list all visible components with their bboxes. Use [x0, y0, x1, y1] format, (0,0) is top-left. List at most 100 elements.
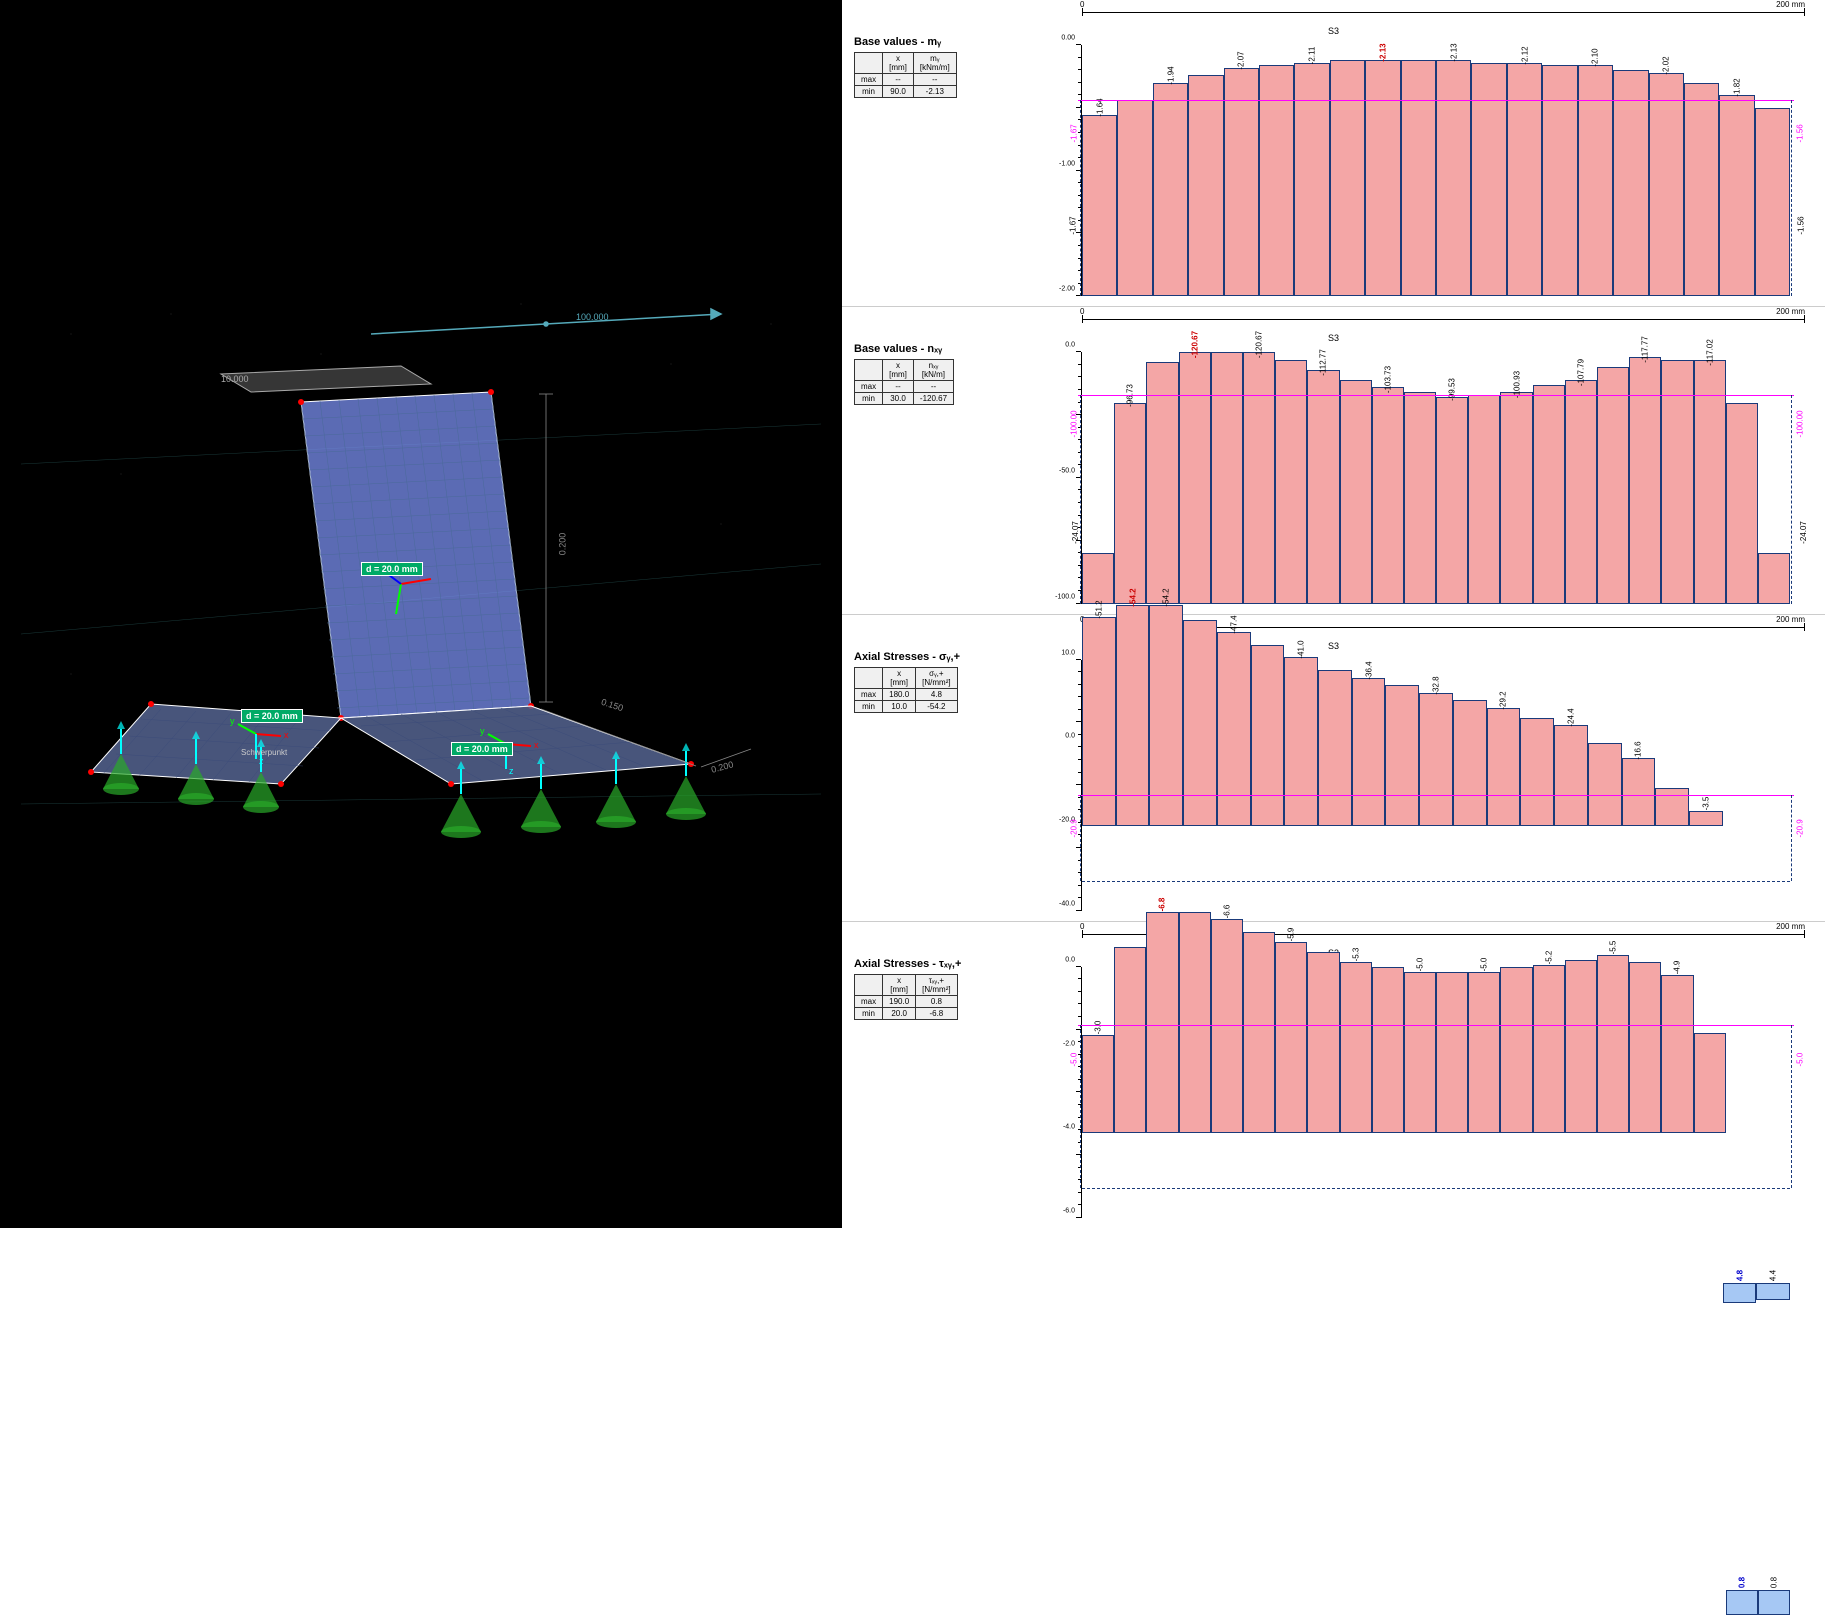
bar: 4.4	[1756, 1283, 1790, 1301]
min-max-table: x[mm]σᵧ,+[N/mm²]max180.04.8min10.0-54.2	[854, 667, 958, 713]
thickness-label-2: d = 20.0 mm	[241, 709, 303, 723]
svg-text:y: y	[480, 726, 485, 736]
bar	[1684, 83, 1719, 297]
bar	[1318, 670, 1352, 826]
bar: -2.13	[1436, 60, 1471, 296]
bar-label: 4.8	[1735, 1269, 1744, 1280]
bar: -32.8	[1419, 693, 1453, 826]
bar-label: -3.0	[1094, 1021, 1103, 1035]
bar: -54.2	[1116, 605, 1150, 826]
bar-label: -120.67	[1255, 331, 1264, 358]
bar: -1.94	[1153, 83, 1188, 297]
thickness-label-1: d = 20.0 mm	[361, 562, 423, 576]
bar: -107.79	[1565, 380, 1597, 604]
min-max-table: x[mm]τₓᵧ,+[N/mm²]max190.00.8min20.0-6.8	[854, 974, 958, 1020]
center-label: Schwerpunkt	[241, 748, 287, 757]
bar-label: -1.82	[1733, 79, 1742, 97]
svg-text:x: x	[534, 740, 539, 750]
bar	[1661, 360, 1693, 604]
bar: -54.2	[1149, 605, 1183, 826]
scale-ruler: 0 200 mm	[1082, 0, 1805, 25]
bar-label: -54.2	[1162, 588, 1171, 606]
bar: -6.6	[1211, 919, 1243, 1133]
bar	[1629, 962, 1661, 1133]
y-axis: 0.00-1.00-2.00	[1054, 45, 1082, 296]
bar-label: -51.2	[1094, 601, 1103, 619]
chart-section-1: 0 200 mmS3Base values - nₓᵧx[mm]nₓᵧ[kN/m…	[842, 307, 1825, 614]
bar	[1340, 380, 1372, 604]
bar-label: -5.3	[1351, 948, 1360, 962]
bar-label: -1.94	[1166, 66, 1175, 84]
bar	[1404, 392, 1436, 603]
bar	[1251, 645, 1285, 826]
bar	[1500, 967, 1532, 1133]
charts-panel: 0 200 mmS3Base values - mᵧx[mm]mᵧ[kNm/m]…	[842, 0, 1825, 1228]
bar	[1114, 947, 1146, 1133]
bar: -36.4	[1352, 678, 1386, 826]
bar-label: -5.0	[1415, 958, 1424, 972]
scale-ruler: 0 200 mm	[1082, 307, 1805, 332]
chart-area: 0.00-1.00-2.00-1.64-1.94-2.07-2.11-2.13-…	[1082, 45, 1790, 296]
bar-label: -107.79	[1576, 359, 1585, 386]
bar	[1755, 108, 1790, 296]
viewport-3d[interactable]: x y z x y z d = 20.0 mm d = 20.0 mm d = …	[21, 274, 821, 954]
bar: -41.0	[1284, 657, 1318, 825]
bar	[1146, 362, 1178, 603]
bar-label: -32.8	[1432, 676, 1441, 694]
bar-label: -2.10	[1591, 48, 1600, 66]
bar-label: 0.8	[1770, 1577, 1779, 1588]
bar	[1694, 1033, 1726, 1134]
bars: -51.2-54.2-54.2-47.4-41.0-36.4-32.8-29.2…	[1082, 660, 1790, 911]
bar-label: 4.4	[1769, 1269, 1778, 1280]
bar: -5.9	[1275, 942, 1307, 1133]
chart-section-2: 0 200 mmS3Axial Stresses - σᵧ,+x[mm]σᵧ,+…	[842, 615, 1825, 922]
bar: -2.11	[1294, 63, 1329, 297]
chart-section-3: 0 200 mmS3Axial Stresses - τₓᵧ,+x[mm]τₓᵧ…	[842, 922, 1825, 1228]
bar: -117.02	[1694, 360, 1726, 604]
svg-text:x: x	[284, 730, 289, 740]
bar	[1179, 912, 1211, 1133]
chart-area: 10.00.0-20.0-40.0-51.2-54.2-54.2-47.4-41…	[1082, 660, 1790, 911]
y-axis: 10.00.0-20.0-40.0	[1054, 660, 1082, 911]
bar: -1.82	[1719, 95, 1754, 296]
bar-label: 0.8	[1737, 1577, 1746, 1588]
section-label: S3	[1328, 641, 1339, 651]
bar: -2.13	[1365, 60, 1400, 296]
bar	[1436, 972, 1468, 1133]
bar-label: -47.4	[1229, 616, 1238, 634]
bar-label: -117.77	[1641, 337, 1650, 364]
bar	[1082, 553, 1114, 603]
section-label: S3	[1328, 333, 1339, 343]
bar	[1597, 367, 1629, 603]
load-value-2: 10.000	[221, 374, 249, 384]
chart-area: 0.0-2.0-4.0-6.0-3.0-6.8-6.6-5.9-5.3-5.0-…	[1082, 967, 1790, 1218]
bar: -99.53	[1436, 397, 1468, 603]
model-svg: x y z x y z	[21, 274, 821, 954]
bar-label: -5.5	[1609, 940, 1618, 954]
bar	[1520, 718, 1554, 826]
bar: -5.3	[1340, 962, 1372, 1133]
bar: -4.9	[1661, 975, 1693, 1133]
bar-label: -5.9	[1287, 928, 1296, 942]
bar-label: -99.53	[1448, 379, 1457, 402]
bar: -112.77	[1307, 370, 1339, 604]
bar: -2.12	[1507, 63, 1542, 297]
viewport-3d-panel[interactable]: x y z x y z d = 20.0 mm d = 20.0 mm d = …	[0, 0, 842, 1228]
y-axis: 0.0-50.0-100.0	[1054, 352, 1082, 603]
bar-label: -5.0	[1480, 958, 1489, 972]
bar-label: -6.8	[1158, 898, 1167, 912]
bar-label: -120.67	[1190, 331, 1199, 358]
bar	[1588, 743, 1622, 826]
bar	[1330, 60, 1365, 296]
wall-mesh	[298, 389, 534, 721]
bar-label: -2.13	[1378, 43, 1387, 61]
bar: 0.8	[1758, 1590, 1790, 1615]
bar-label: -4.9	[1673, 960, 1682, 974]
bar-label: -36.4	[1364, 661, 1373, 679]
bar: 4.8	[1723, 1283, 1757, 1303]
bar-label: -16.6	[1634, 741, 1643, 759]
bar-label: -54.2	[1128, 588, 1137, 606]
bar: -120.67	[1243, 352, 1275, 603]
section-label: S3	[1328, 26, 1339, 36]
bar: -16.6	[1622, 758, 1656, 826]
